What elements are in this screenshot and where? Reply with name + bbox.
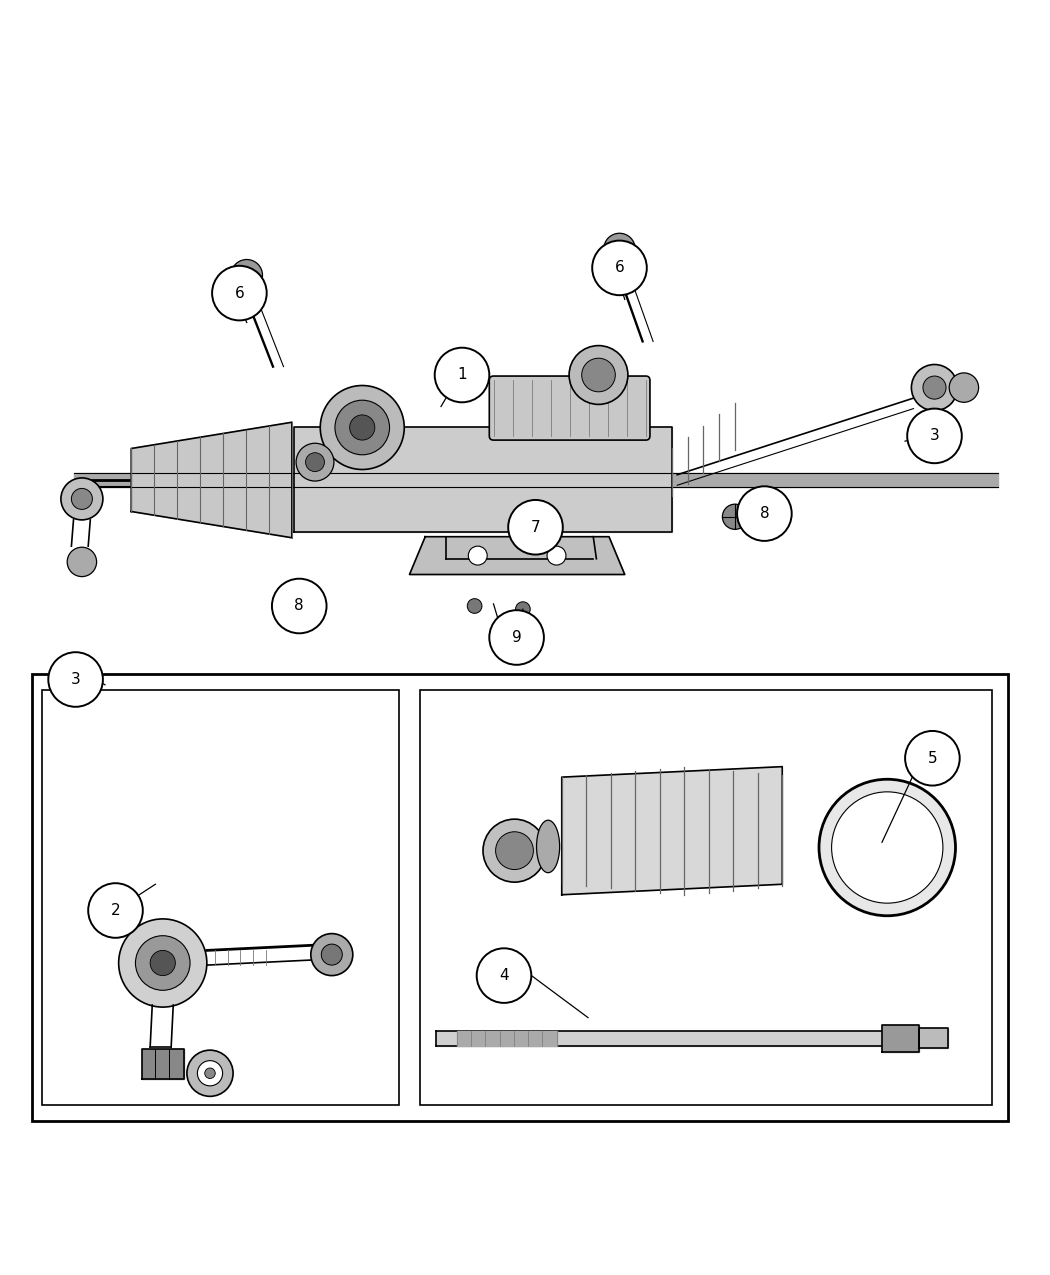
Text: 5: 5 — [927, 751, 938, 766]
Circle shape — [604, 233, 635, 265]
Bar — [420, 690, 992, 1104]
Circle shape — [483, 819, 546, 882]
Polygon shape — [562, 766, 782, 895]
Circle shape — [272, 579, 327, 634]
Circle shape — [496, 831, 533, 870]
Circle shape — [119, 919, 207, 1007]
Circle shape — [321, 944, 342, 965]
Text: 8: 8 — [294, 598, 304, 613]
Text: 4: 4 — [499, 968, 509, 983]
Circle shape — [187, 1051, 233, 1096]
Polygon shape — [436, 1031, 945, 1046]
Text: 6: 6 — [234, 286, 245, 301]
Circle shape — [547, 546, 566, 565]
Polygon shape — [919, 1028, 948, 1048]
Circle shape — [306, 453, 324, 472]
Circle shape — [508, 500, 563, 555]
Text: 3: 3 — [70, 672, 81, 687]
Text: 3: 3 — [929, 428, 940, 444]
Circle shape — [205, 1068, 215, 1079]
Circle shape — [489, 611, 544, 664]
Polygon shape — [457, 1031, 556, 1046]
Circle shape — [88, 884, 143, 938]
Polygon shape — [410, 537, 625, 575]
Circle shape — [48, 653, 103, 706]
FancyBboxPatch shape — [489, 376, 650, 440]
Bar — [32, 674, 1008, 1121]
Circle shape — [819, 779, 956, 915]
Polygon shape — [131, 422, 292, 538]
Circle shape — [592, 241, 647, 296]
Circle shape — [905, 731, 960, 785]
Circle shape — [197, 1061, 223, 1086]
Ellipse shape — [537, 820, 560, 872]
Circle shape — [231, 260, 262, 291]
Circle shape — [737, 486, 792, 541]
Polygon shape — [294, 427, 672, 533]
Polygon shape — [142, 1049, 184, 1079]
Circle shape — [722, 504, 748, 529]
Circle shape — [279, 597, 304, 622]
Circle shape — [516, 602, 530, 617]
Circle shape — [435, 348, 489, 403]
Polygon shape — [74, 473, 997, 487]
Text: 6: 6 — [614, 260, 625, 275]
Circle shape — [212, 265, 267, 320]
Circle shape — [311, 933, 353, 975]
Circle shape — [320, 385, 404, 469]
Circle shape — [467, 599, 482, 613]
Text: 7: 7 — [530, 520, 541, 534]
Text: 9: 9 — [511, 630, 522, 645]
Text: 1: 1 — [457, 367, 467, 382]
Polygon shape — [882, 1025, 919, 1052]
Circle shape — [350, 414, 375, 440]
Circle shape — [907, 408, 962, 463]
Circle shape — [67, 547, 97, 576]
Circle shape — [923, 376, 946, 399]
Circle shape — [569, 346, 628, 404]
Circle shape — [911, 365, 958, 411]
Circle shape — [949, 372, 979, 403]
Circle shape — [582, 358, 615, 391]
Circle shape — [71, 488, 92, 510]
Bar — [42, 690, 399, 1104]
Circle shape — [477, 949, 531, 1003]
Circle shape — [296, 444, 334, 481]
Circle shape — [468, 546, 487, 565]
Circle shape — [335, 400, 390, 455]
Circle shape — [150, 950, 175, 975]
Circle shape — [61, 478, 103, 520]
Text: 8: 8 — [759, 506, 770, 521]
Circle shape — [135, 936, 190, 991]
Circle shape — [832, 792, 943, 903]
Text: 2: 2 — [110, 903, 121, 918]
